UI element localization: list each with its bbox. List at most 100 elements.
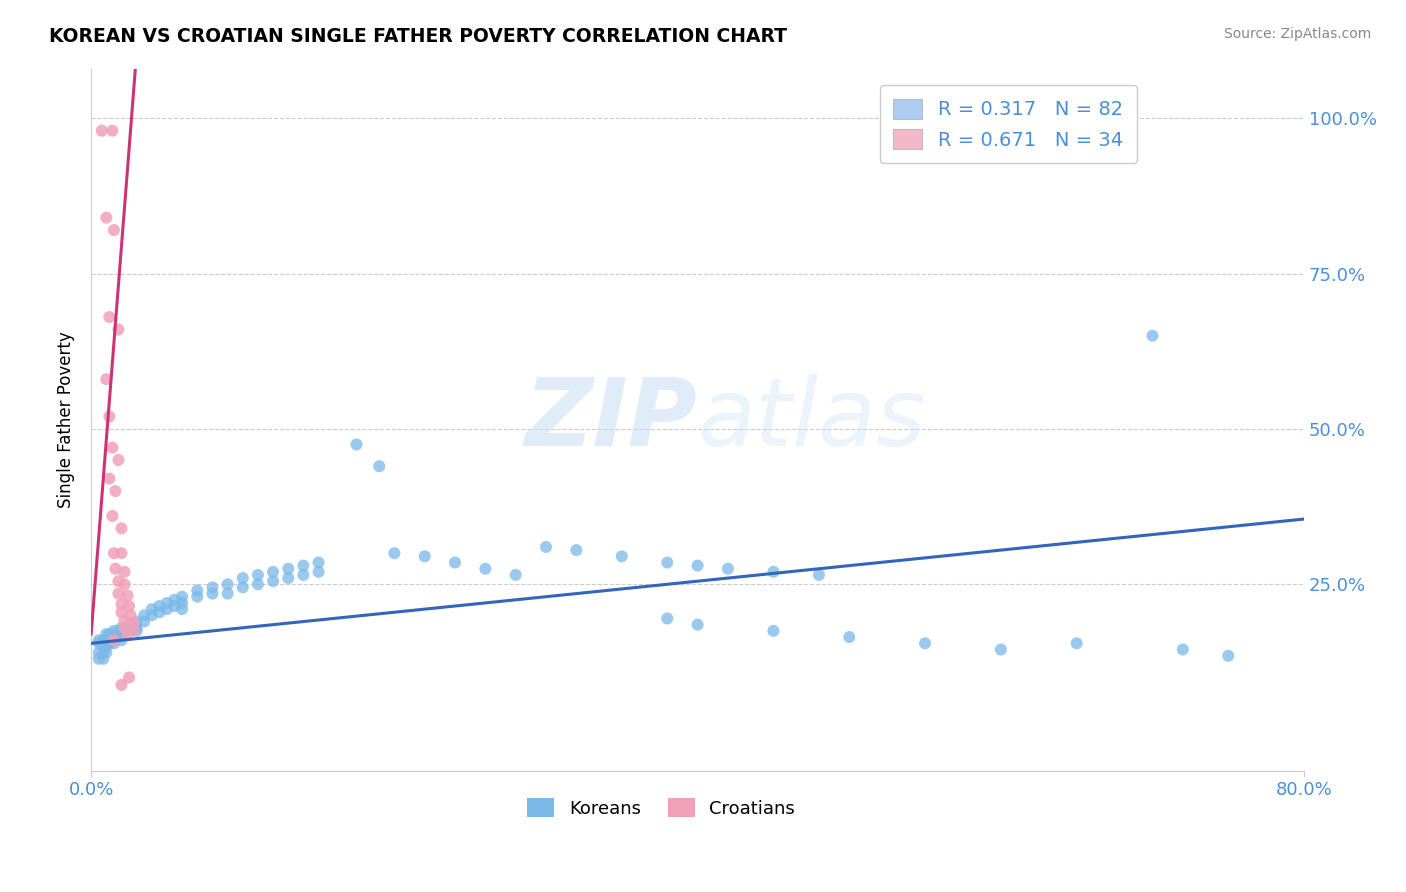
Point	[1066, 636, 1088, 650]
Point	[292, 568, 315, 582]
Point	[657, 556, 679, 570]
Point	[103, 633, 125, 648]
Point	[686, 617, 709, 632]
Point	[505, 568, 527, 582]
Point	[104, 484, 127, 499]
Point	[262, 565, 284, 579]
Point	[148, 605, 170, 619]
Point	[762, 624, 785, 638]
Point	[118, 671, 141, 685]
Point	[232, 580, 254, 594]
Point	[172, 602, 194, 616]
Point	[246, 577, 269, 591]
Point	[107, 574, 129, 589]
Point	[87, 633, 110, 648]
Point	[308, 556, 330, 570]
Text: KOREAN VS CROATIAN SINGLE FATHER POVERTY CORRELATION CHART: KOREAN VS CROATIAN SINGLE FATHER POVERTY…	[49, 27, 787, 45]
Point	[117, 589, 139, 603]
Point	[91, 652, 114, 666]
Point	[186, 590, 208, 604]
Point	[163, 592, 186, 607]
Point	[156, 602, 179, 616]
Y-axis label: Single Father Poverty: Single Father Poverty	[58, 331, 75, 508]
Point	[98, 409, 121, 424]
Point	[118, 624, 141, 638]
Point	[838, 630, 860, 644]
Point	[110, 597, 132, 611]
Point	[444, 556, 467, 570]
Point	[762, 565, 785, 579]
Point	[413, 549, 436, 564]
Point	[125, 624, 148, 638]
Point	[103, 624, 125, 638]
Point	[110, 678, 132, 692]
Point	[141, 602, 163, 616]
Point	[148, 599, 170, 613]
Point	[657, 611, 679, 625]
Point	[246, 568, 269, 582]
Point	[717, 562, 740, 576]
Point	[565, 543, 588, 558]
Point	[96, 640, 118, 654]
Point	[186, 583, 208, 598]
Point	[201, 586, 224, 600]
Point	[103, 223, 125, 237]
Point	[103, 546, 125, 560]
Text: Source: ZipAtlas.com: Source: ZipAtlas.com	[1223, 27, 1371, 41]
Point	[107, 630, 129, 644]
Point	[101, 508, 124, 523]
Point	[91, 646, 114, 660]
Point	[114, 613, 136, 627]
Point	[110, 521, 132, 535]
Point	[201, 580, 224, 594]
Point	[134, 608, 156, 623]
Point	[292, 558, 315, 573]
Point	[1171, 642, 1194, 657]
Point	[91, 640, 114, 654]
Point	[98, 636, 121, 650]
Point	[114, 565, 136, 579]
Point	[107, 624, 129, 638]
Point	[990, 642, 1012, 657]
Point	[91, 633, 114, 648]
Point	[807, 568, 830, 582]
Point	[277, 571, 299, 585]
Point	[217, 586, 239, 600]
Point	[101, 123, 124, 137]
Point	[474, 562, 496, 576]
Point	[110, 627, 132, 641]
Point	[107, 322, 129, 336]
Point	[384, 546, 406, 560]
Point	[101, 441, 124, 455]
Point	[87, 646, 110, 660]
Point	[1142, 328, 1164, 343]
Point	[98, 633, 121, 648]
Point	[98, 627, 121, 641]
Point	[98, 472, 121, 486]
Point	[346, 437, 368, 451]
Point	[117, 628, 139, 642]
Point	[107, 453, 129, 467]
Point	[103, 636, 125, 650]
Point	[87, 636, 110, 650]
Point	[107, 586, 129, 600]
Point	[118, 599, 141, 613]
Point	[114, 577, 136, 591]
Point	[308, 565, 330, 579]
Point	[217, 577, 239, 591]
Point	[120, 608, 142, 623]
Point	[96, 633, 118, 648]
Point	[534, 540, 557, 554]
Point	[368, 459, 391, 474]
Point	[110, 546, 132, 560]
Text: atlas: atlas	[697, 374, 927, 465]
Legend: Koreans, Croatians: Koreans, Croatians	[520, 791, 803, 825]
Point	[110, 621, 132, 635]
Point	[141, 608, 163, 623]
Point	[1218, 648, 1240, 663]
Point	[156, 596, 179, 610]
Point	[686, 558, 709, 573]
Point	[610, 549, 633, 564]
Point	[110, 633, 132, 648]
Point	[114, 621, 136, 635]
